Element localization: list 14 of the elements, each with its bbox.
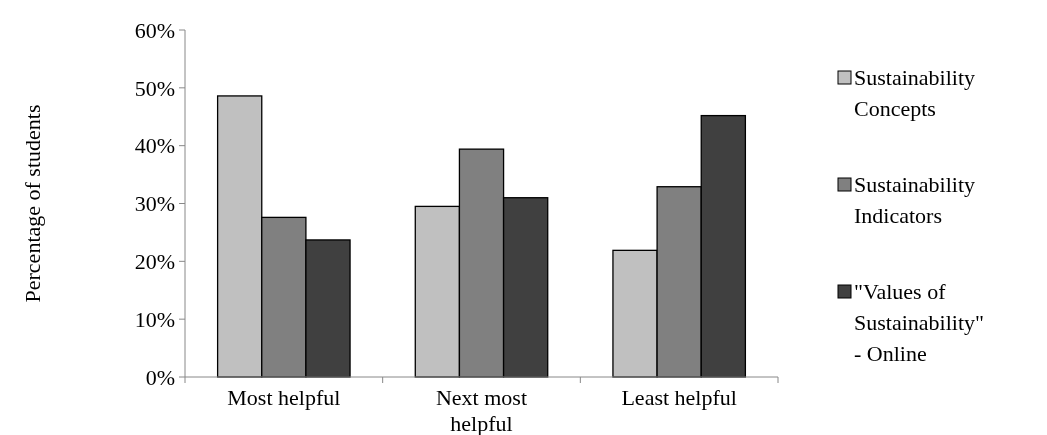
legend-label: "Values of Sustainability" - Online (854, 279, 984, 366)
y-tick-label: 30% (134, 191, 175, 217)
legend-label: Sustainability Indicators (854, 172, 975, 228)
y-tick-label: 0% (145, 364, 175, 390)
y-tick-label: 50% (134, 75, 175, 101)
y-tick-label: 20% (134, 249, 175, 275)
legend-label: Sustainability Concepts (854, 65, 975, 121)
y-tick-label: 60% (134, 17, 175, 43)
x-tick-label: Most helpful (227, 385, 341, 410)
x-tick-label: Least helpful (621, 385, 737, 410)
x-tick-label: Next most helpful (435, 385, 528, 435)
y-tick-label: 40% (134, 133, 175, 159)
y-tick-label: 10% (134, 306, 175, 332)
y-axis-title: Percentage of students (20, 104, 45, 303)
